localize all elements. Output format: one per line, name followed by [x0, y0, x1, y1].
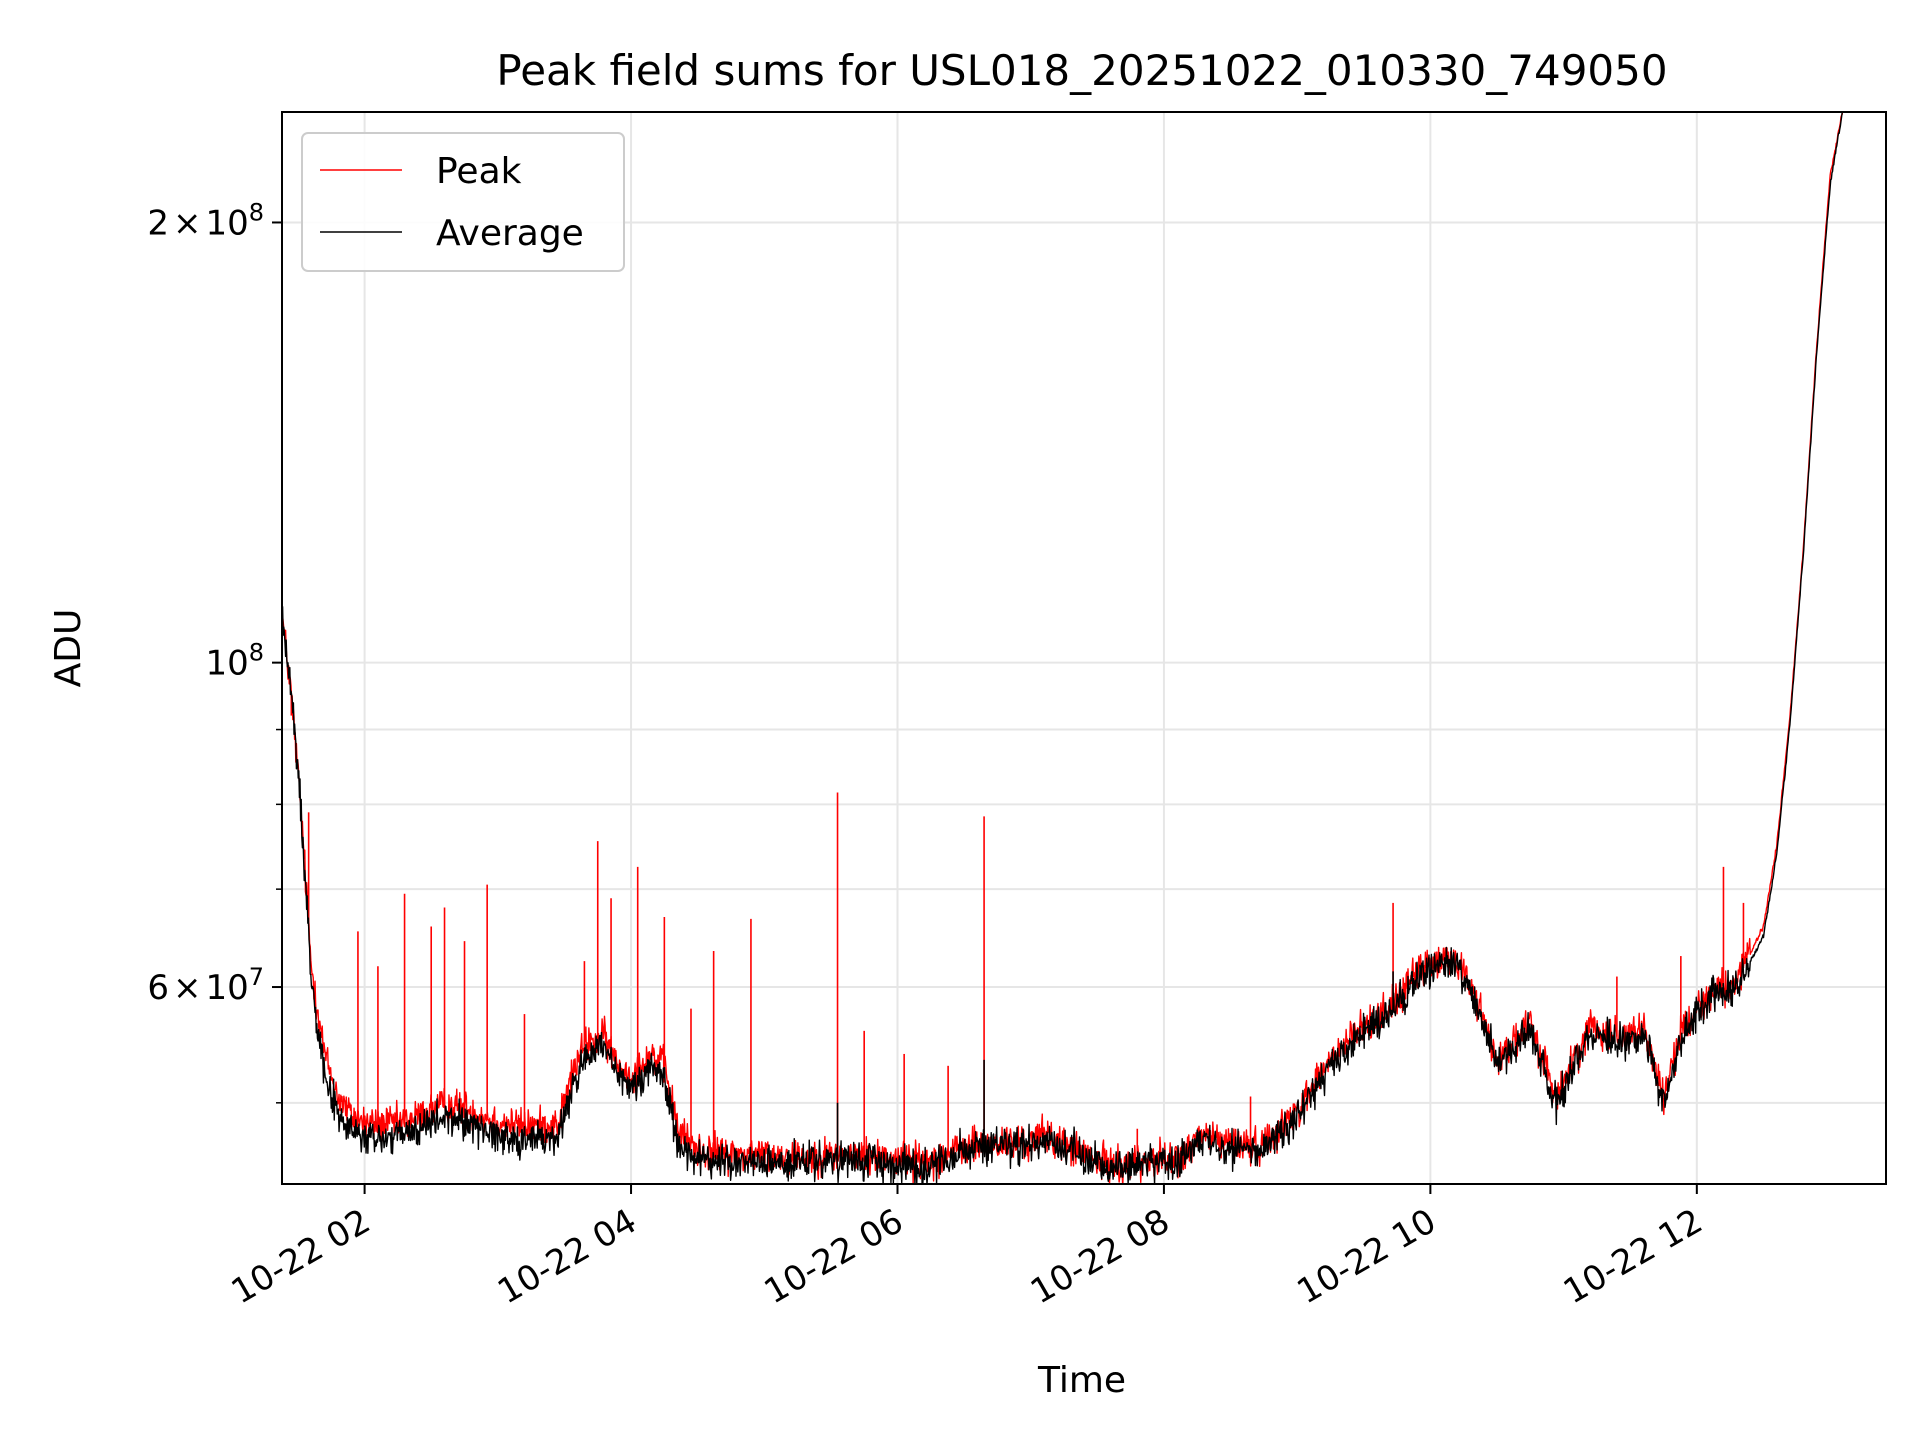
legend: Peak Average [301, 132, 625, 272]
legend-average-label: Average [436, 213, 584, 254]
plot-area [282, 112, 1844, 1184]
y-tick-label: 108 [205, 639, 264, 684]
chart-title: Peak field sums for USL018_20251022_0103… [496, 46, 1667, 95]
grid [282, 112, 1886, 1184]
axes-frame [281, 111, 1887, 1185]
legend-peak-label: Peak [436, 151, 522, 192]
series-average [282, 112, 1844, 1184]
y-tick-label: 6 × 107 [147, 963, 264, 1008]
y-axis-label: ADU [48, 609, 89, 688]
legend-box [301, 132, 625, 272]
y-tick-label: 2 × 108 [147, 198, 264, 243]
x-axis-label: Time [1037, 1360, 1126, 1401]
y-axis: 108 6 × 107 2 × 108 [147, 198, 282, 1104]
series-line [282, 112, 1844, 1184]
